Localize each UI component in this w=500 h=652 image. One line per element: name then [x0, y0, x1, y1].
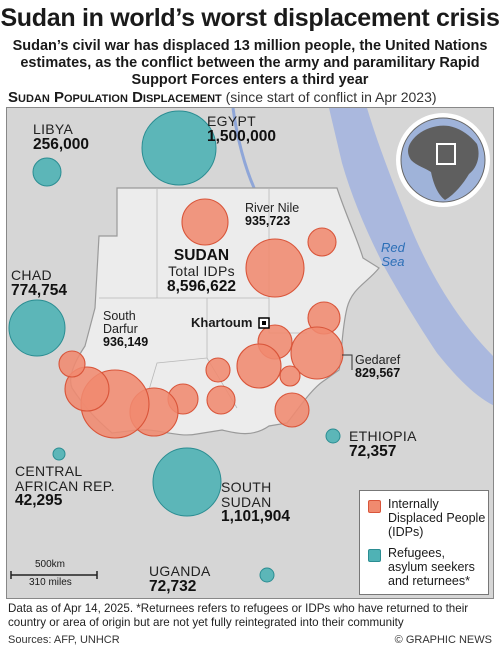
section-qualifier: (since start of conflict in Apr 2023) — [225, 89, 437, 105]
north-kordofan-circle — [205, 357, 231, 383]
libya-label: LIBYA 256,000 — [33, 122, 89, 153]
scale-miles: 310 miles — [29, 577, 72, 588]
uganda-label: UGANDA 72,732 — [149, 564, 211, 595]
gedaref-leader — [342, 354, 353, 370]
country-name-line2: SUDAN — [221, 493, 272, 510]
uganda-circle — [259, 567, 275, 583]
displacement-map: LIBYA 256,000 EGYPT 1,500,000 CHAD 774,7… — [6, 107, 494, 599]
idp-swatch — [368, 500, 381, 513]
car-label: CENTRAL AFRICAN REP. 42,295 — [15, 464, 115, 510]
region-value: 936,149 — [103, 335, 149, 350]
section-heading: Sudan Population Displacement (since sta… — [8, 89, 437, 106]
south-kordofan-circle — [206, 385, 236, 415]
country-name: UGANDA — [149, 563, 211, 579]
south-sudan-label: SOUTH SUDAN 1,101,904 — [221, 480, 290, 526]
sudan-idp-value: 8,596,622 — [167, 277, 236, 295]
region-value: 935,723 — [245, 214, 291, 229]
blue-nile-circle — [274, 392, 310, 428]
country-value: 1,101,904 — [221, 508, 290, 526]
sudan-idp-label: Total IDPs — [168, 263, 235, 280]
section-title: Sudan Population Displacement — [8, 89, 222, 106]
map-legend: Internally Displaced People (IDPs) Refug… — [359, 490, 489, 595]
gedaref-circle — [290, 326, 344, 380]
river-nile-circle — [245, 238, 305, 298]
river-nile-label: River Nile 935,723 — [245, 201, 300, 229]
country-value: 1,500,000 — [207, 127, 276, 145]
footnote: Data as of Apr 14, 2025. *Returnees refe… — [8, 602, 469, 629]
country-value: 72,357 — [349, 442, 397, 460]
ethiopia-circle — [325, 428, 341, 444]
central-darfur-circle — [64, 366, 110, 412]
country-name-line1: SOUTH — [221, 479, 272, 495]
sudan-name: SUDAN — [173, 247, 230, 264]
sea-label-line2: Sea — [381, 253, 405, 269]
west-darfur-circle — [58, 350, 86, 378]
chad-circle — [8, 299, 66, 357]
map-canvas — [7, 108, 493, 598]
sea-label-line1: Red — [381, 240, 405, 255]
gedaref-label: Gedaref 829,567 — [355, 353, 401, 381]
red-sea-state-circle — [307, 227, 337, 257]
south-sudan-circle — [152, 447, 222, 517]
country-value: 256,000 — [33, 135, 90, 153]
ethiopia-label: ETHIOPIA 72,357 — [349, 429, 417, 460]
country-value: 42,295 — [15, 492, 63, 510]
globe-inset — [396, 113, 490, 207]
region-name-line2: Darfur — [103, 322, 138, 337]
legend-refugee-text: Refugees, asylum seekers and returnees* — [388, 546, 475, 588]
egypt-label: EGYPT 1,500,000 — [207, 114, 276, 145]
page-subtitle: Sudan’s civil war has displaced 13 milli… — [12, 38, 488, 88]
gezira-circle — [236, 343, 282, 389]
red-sea-label: Red Sea — [381, 241, 405, 268]
country-value: 774,754 — [11, 281, 68, 299]
country-name: LIBYA — [33, 121, 74, 137]
khartoum-marker-dot — [262, 321, 266, 325]
scale-km: 500km — [35, 559, 66, 570]
libya-circle — [32, 157, 62, 187]
region-name-line1: South — [103, 309, 136, 323]
country-name-line1: CENTRAL — [15, 463, 83, 479]
egypt-circle — [141, 110, 217, 186]
country-name: EGYPT — [207, 113, 256, 129]
car-circle — [52, 447, 66, 461]
south-darfur-label: South Darfur 936,149 — [103, 309, 149, 350]
red-sea — [329, 108, 493, 405]
credit: © GRAPHIC NEWS — [394, 634, 492, 646]
sources: Sources: AFP, UNHCR — [8, 634, 120, 646]
sennar-circle — [279, 365, 301, 387]
idp-circles — [58, 198, 344, 439]
sudan-total-label: SUDAN Total IDPs 8,596,622 — [167, 247, 236, 295]
northern-circle — [181, 198, 229, 246]
country-name: CHAD — [11, 267, 52, 283]
refugee-circles — [8, 110, 341, 583]
chad-label: CHAD 774,754 — [11, 268, 67, 299]
region-value: 829,567 — [355, 366, 401, 381]
page-title: Sudan in world’s worst displacement cris… — [0, 4, 500, 32]
capital-label: Khartoum — [191, 315, 253, 330]
region-name: Gedaref — [355, 353, 401, 367]
legend-idp-text: Internally Displaced People (IDPs) — [388, 497, 486, 539]
region-name: River Nile — [245, 201, 300, 215]
refugee-swatch — [368, 549, 381, 562]
country-name-line2: AFRICAN REP. — [15, 477, 115, 494]
country-name: ETHIOPIA — [349, 428, 417, 444]
country-value: 72,732 — [149, 577, 197, 595]
